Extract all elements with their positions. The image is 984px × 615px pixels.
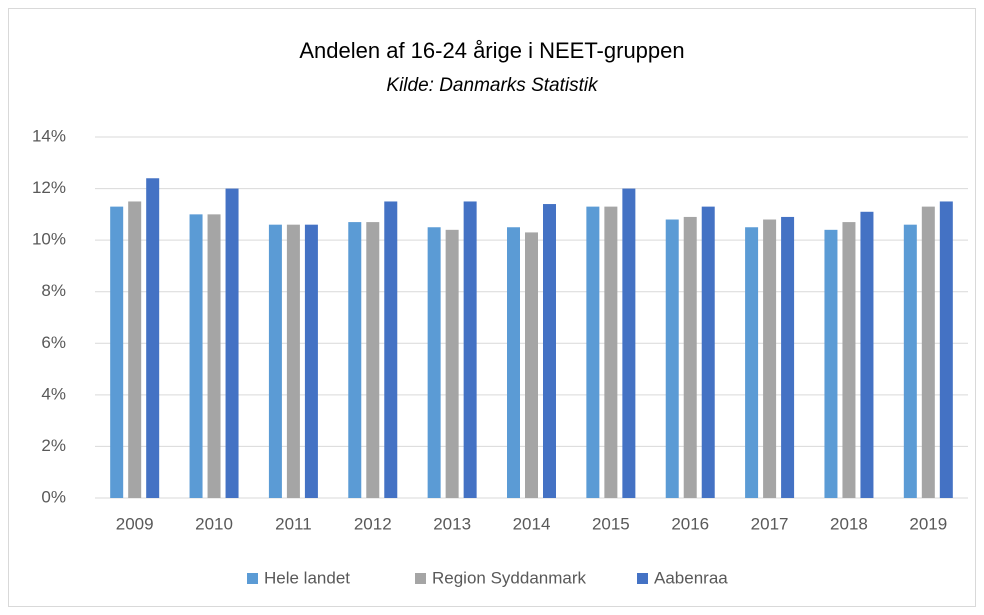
bar: [543, 204, 556, 499]
y-tick-label: 4%: [41, 384, 66, 403]
bar: [507, 227, 520, 498]
bar: [860, 211, 874, 498]
bar: [189, 214, 203, 498]
bar: [683, 216, 697, 498]
bar: [903, 224, 917, 498]
x-tick-label: 2009: [116, 514, 154, 533]
bar: [763, 219, 777, 498]
y-tick-label: 6%: [41, 333, 66, 352]
y-tick-label: 14%: [32, 126, 66, 145]
y-tick-label: 10%: [32, 230, 66, 249]
bar: [427, 227, 441, 498]
legend-swatch: [637, 573, 648, 584]
bar: [384, 201, 398, 498]
bar: [110, 206, 124, 498]
chart-subtitle: Kilde: Danmarks Statistik: [386, 75, 599, 96]
bar: [463, 201, 477, 498]
legend-label: Aabenraa: [654, 568, 728, 587]
legend-swatch: [415, 573, 426, 584]
x-tick-label: 2011: [275, 514, 312, 533]
legend-label: Region Syddanmark: [432, 568, 587, 587]
x-tick-label: 2019: [909, 514, 947, 533]
x-tick-label: 2014: [513, 514, 551, 533]
legend-label: Hele landet: [264, 568, 350, 587]
bar: [842, 222, 856, 499]
bar: [286, 224, 300, 498]
bar: [304, 224, 318, 498]
bar: [665, 219, 679, 498]
bar: [622, 188, 636, 499]
y-tick-label: 0%: [41, 487, 66, 506]
bar: [366, 222, 380, 499]
bar: [939, 201, 953, 498]
bar: [604, 206, 618, 498]
x-tick-label: 2016: [671, 514, 709, 533]
bar: [128, 201, 142, 498]
bar: [146, 178, 160, 498]
y-tick-label: 12%: [32, 178, 66, 197]
y-tick-label: 8%: [41, 281, 66, 300]
bar: [824, 229, 838, 499]
legend-swatch: [247, 573, 258, 584]
x-tick-label: 2013: [433, 514, 471, 533]
x-tick-label: 2015: [592, 514, 630, 533]
bar: [586, 206, 600, 498]
bar: [525, 232, 538, 498]
bar: [268, 224, 282, 498]
bar: [348, 222, 362, 499]
x-tick-label: 2012: [354, 514, 392, 533]
bar: [745, 227, 759, 498]
x-tick-label: 2018: [830, 514, 868, 533]
x-tick-label: 2010: [195, 514, 233, 533]
bar: [781, 216, 795, 498]
chart-frame: [8, 8, 976, 607]
bar: [445, 229, 459, 499]
bar: [207, 214, 221, 498]
bar: [921, 206, 935, 498]
bar: [225, 188, 239, 499]
bar: [701, 206, 715, 498]
chart-title: Andelen af 16-24 årige i NEET-gruppen: [299, 38, 684, 63]
y-tick-label: 2%: [41, 436, 66, 455]
x-tick-label: 2017: [751, 514, 789, 533]
